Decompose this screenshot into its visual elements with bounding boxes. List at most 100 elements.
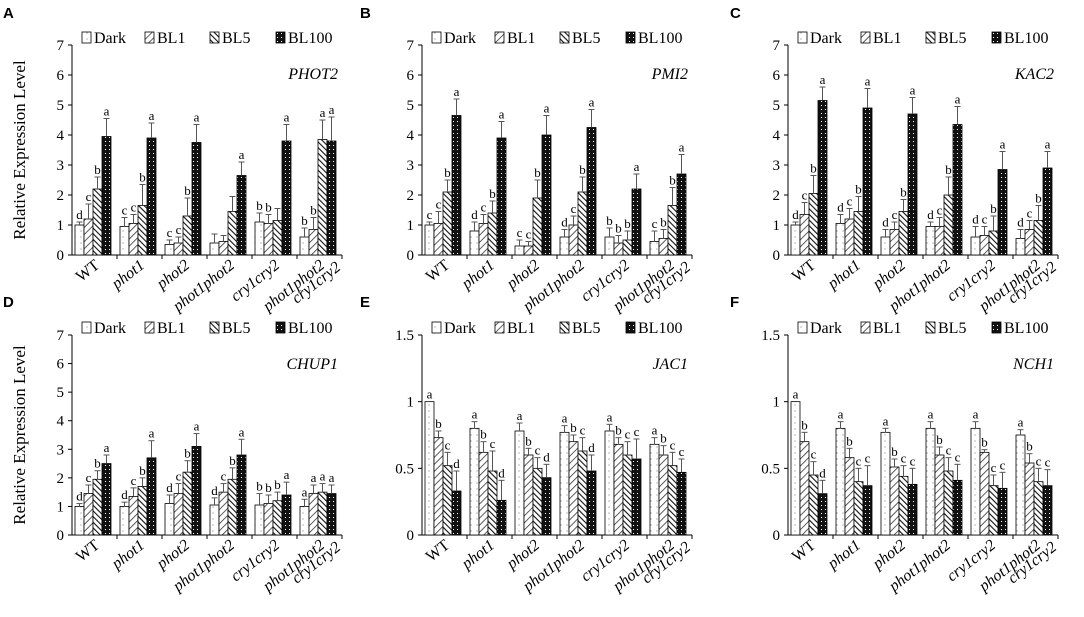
- legend-label-bl5: BL5: [572, 320, 600, 337]
- significance-letter: b: [184, 446, 191, 461]
- bar-bl1: [83, 218, 94, 256]
- legend-label-bl5: BL5: [222, 320, 250, 337]
- bar-dark: [164, 244, 175, 256]
- significance-letter: a: [865, 74, 871, 89]
- legend-label-bl100: BL100: [288, 30, 332, 47]
- y-tick-label: 7: [57, 38, 65, 54]
- y-tick-label: 3: [57, 158, 65, 174]
- significance-letter: c: [856, 453, 862, 468]
- bar-dark: [604, 430, 615, 536]
- bar-bl5: [853, 481, 864, 536]
- legend-swatch-bl100: [625, 31, 636, 44]
- bar-dark: [74, 224, 85, 256]
- significance-letter: c: [131, 473, 137, 488]
- significance-letter: d: [498, 465, 505, 480]
- panel-letter: D: [3, 294, 14, 311]
- significance-letter: b: [256, 479, 263, 494]
- bar-bl100: [191, 446, 202, 536]
- bar-bl100: [586, 127, 597, 256]
- bar-dark: [469, 230, 480, 256]
- significance-letter: b: [606, 213, 613, 228]
- bar-bl1: [478, 223, 489, 256]
- bar-bl100: [1042, 167, 1053, 256]
- legend-label-dark: Dark: [444, 320, 476, 337]
- bar-bl1: [844, 218, 855, 256]
- y-tick-label: 3: [57, 442, 65, 458]
- significance-letter: c: [937, 203, 943, 218]
- significance-letter: b: [1026, 439, 1033, 454]
- significance-letter: c: [221, 469, 227, 484]
- y-axis-label: Relative Expression Level: [10, 345, 29, 525]
- bar-bl100: [191, 142, 202, 256]
- legend-swatch-dark: [431, 31, 442, 44]
- legend-label-bl100: BL100: [1004, 320, 1048, 337]
- significance-letter: d: [76, 489, 83, 504]
- legend-swatch-bl1: [860, 31, 871, 44]
- significance-letter: d: [211, 483, 218, 498]
- bar-bl100: [496, 499, 507, 536]
- significance-letter: b: [981, 435, 988, 450]
- y-tick-label: 0: [407, 528, 415, 544]
- significance-letter: a: [589, 95, 595, 110]
- bar-dark: [209, 504, 220, 536]
- significance-letter: a: [194, 110, 200, 125]
- significance-letter: b: [615, 221, 622, 236]
- significance-letter: c: [526, 227, 532, 242]
- significance-letter: c: [892, 207, 898, 222]
- bar-bl1: [523, 245, 534, 256]
- bar-bl1: [568, 441, 579, 536]
- bar-bl5: [227, 211, 238, 256]
- significance-letter: d: [588, 440, 595, 455]
- bar-bl5: [487, 470, 498, 536]
- legend-swatch-bl1: [860, 321, 871, 334]
- bar-bl1: [523, 454, 534, 536]
- significance-letter: b: [444, 165, 451, 180]
- bar-bl1: [799, 214, 810, 256]
- bar-bl100: [997, 169, 1008, 256]
- significance-letter: a: [1000, 137, 1006, 152]
- significance-letter: a: [149, 108, 155, 123]
- significance-letter: a: [652, 423, 658, 438]
- legend-label-bl1: BL1: [507, 30, 535, 47]
- bar-bl1: [173, 242, 184, 256]
- legend-swatch-bl100: [275, 31, 286, 44]
- bar-bl1: [433, 437, 444, 536]
- legend-swatch-bl5: [209, 31, 220, 44]
- significance-letter: a: [104, 440, 110, 455]
- significance-letter: d: [561, 215, 568, 230]
- significance-letter: c: [670, 437, 676, 452]
- bar-bl5: [272, 220, 283, 256]
- significance-letter: b: [525, 433, 532, 448]
- bar-dark: [559, 431, 570, 536]
- gene-label: KAC2: [1014, 66, 1054, 83]
- significance-letter: c: [955, 449, 961, 464]
- significance-letter: c: [991, 460, 997, 475]
- significance-letter: a: [149, 426, 155, 441]
- bar-bl5: [622, 239, 633, 256]
- significance-letter: a: [311, 470, 317, 485]
- significance-letter: d: [819, 465, 826, 480]
- significance-letter: c: [1036, 453, 1042, 468]
- significance-letter: d: [543, 449, 550, 464]
- panel-letter: A: [3, 5, 14, 22]
- bar-dark: [925, 427, 936, 536]
- bar-bl100: [451, 490, 462, 536]
- significance-letter: c: [176, 469, 182, 484]
- significance-letter: d: [882, 215, 889, 230]
- chart-panel-D: D 0 1 2 3 4 5 6 7 Relative Expression Level CHUP1 D…: [3, 294, 344, 596]
- significance-letter: a: [544, 101, 550, 116]
- y-tick-label: 1: [773, 218, 781, 234]
- bar-dark: [970, 236, 981, 256]
- y-tick-label: 2: [57, 471, 65, 487]
- significance-letter: a: [427, 387, 433, 402]
- bar-bl5: [317, 139, 328, 256]
- significance-letter: c: [910, 453, 916, 468]
- bar-bl1: [83, 493, 94, 536]
- x-category-label: phot1: [824, 537, 864, 573]
- bar-bl5: [988, 230, 999, 256]
- bar-dark: [835, 427, 846, 536]
- significance-letter: a: [104, 104, 110, 119]
- x-category-label: phot1: [824, 257, 864, 293]
